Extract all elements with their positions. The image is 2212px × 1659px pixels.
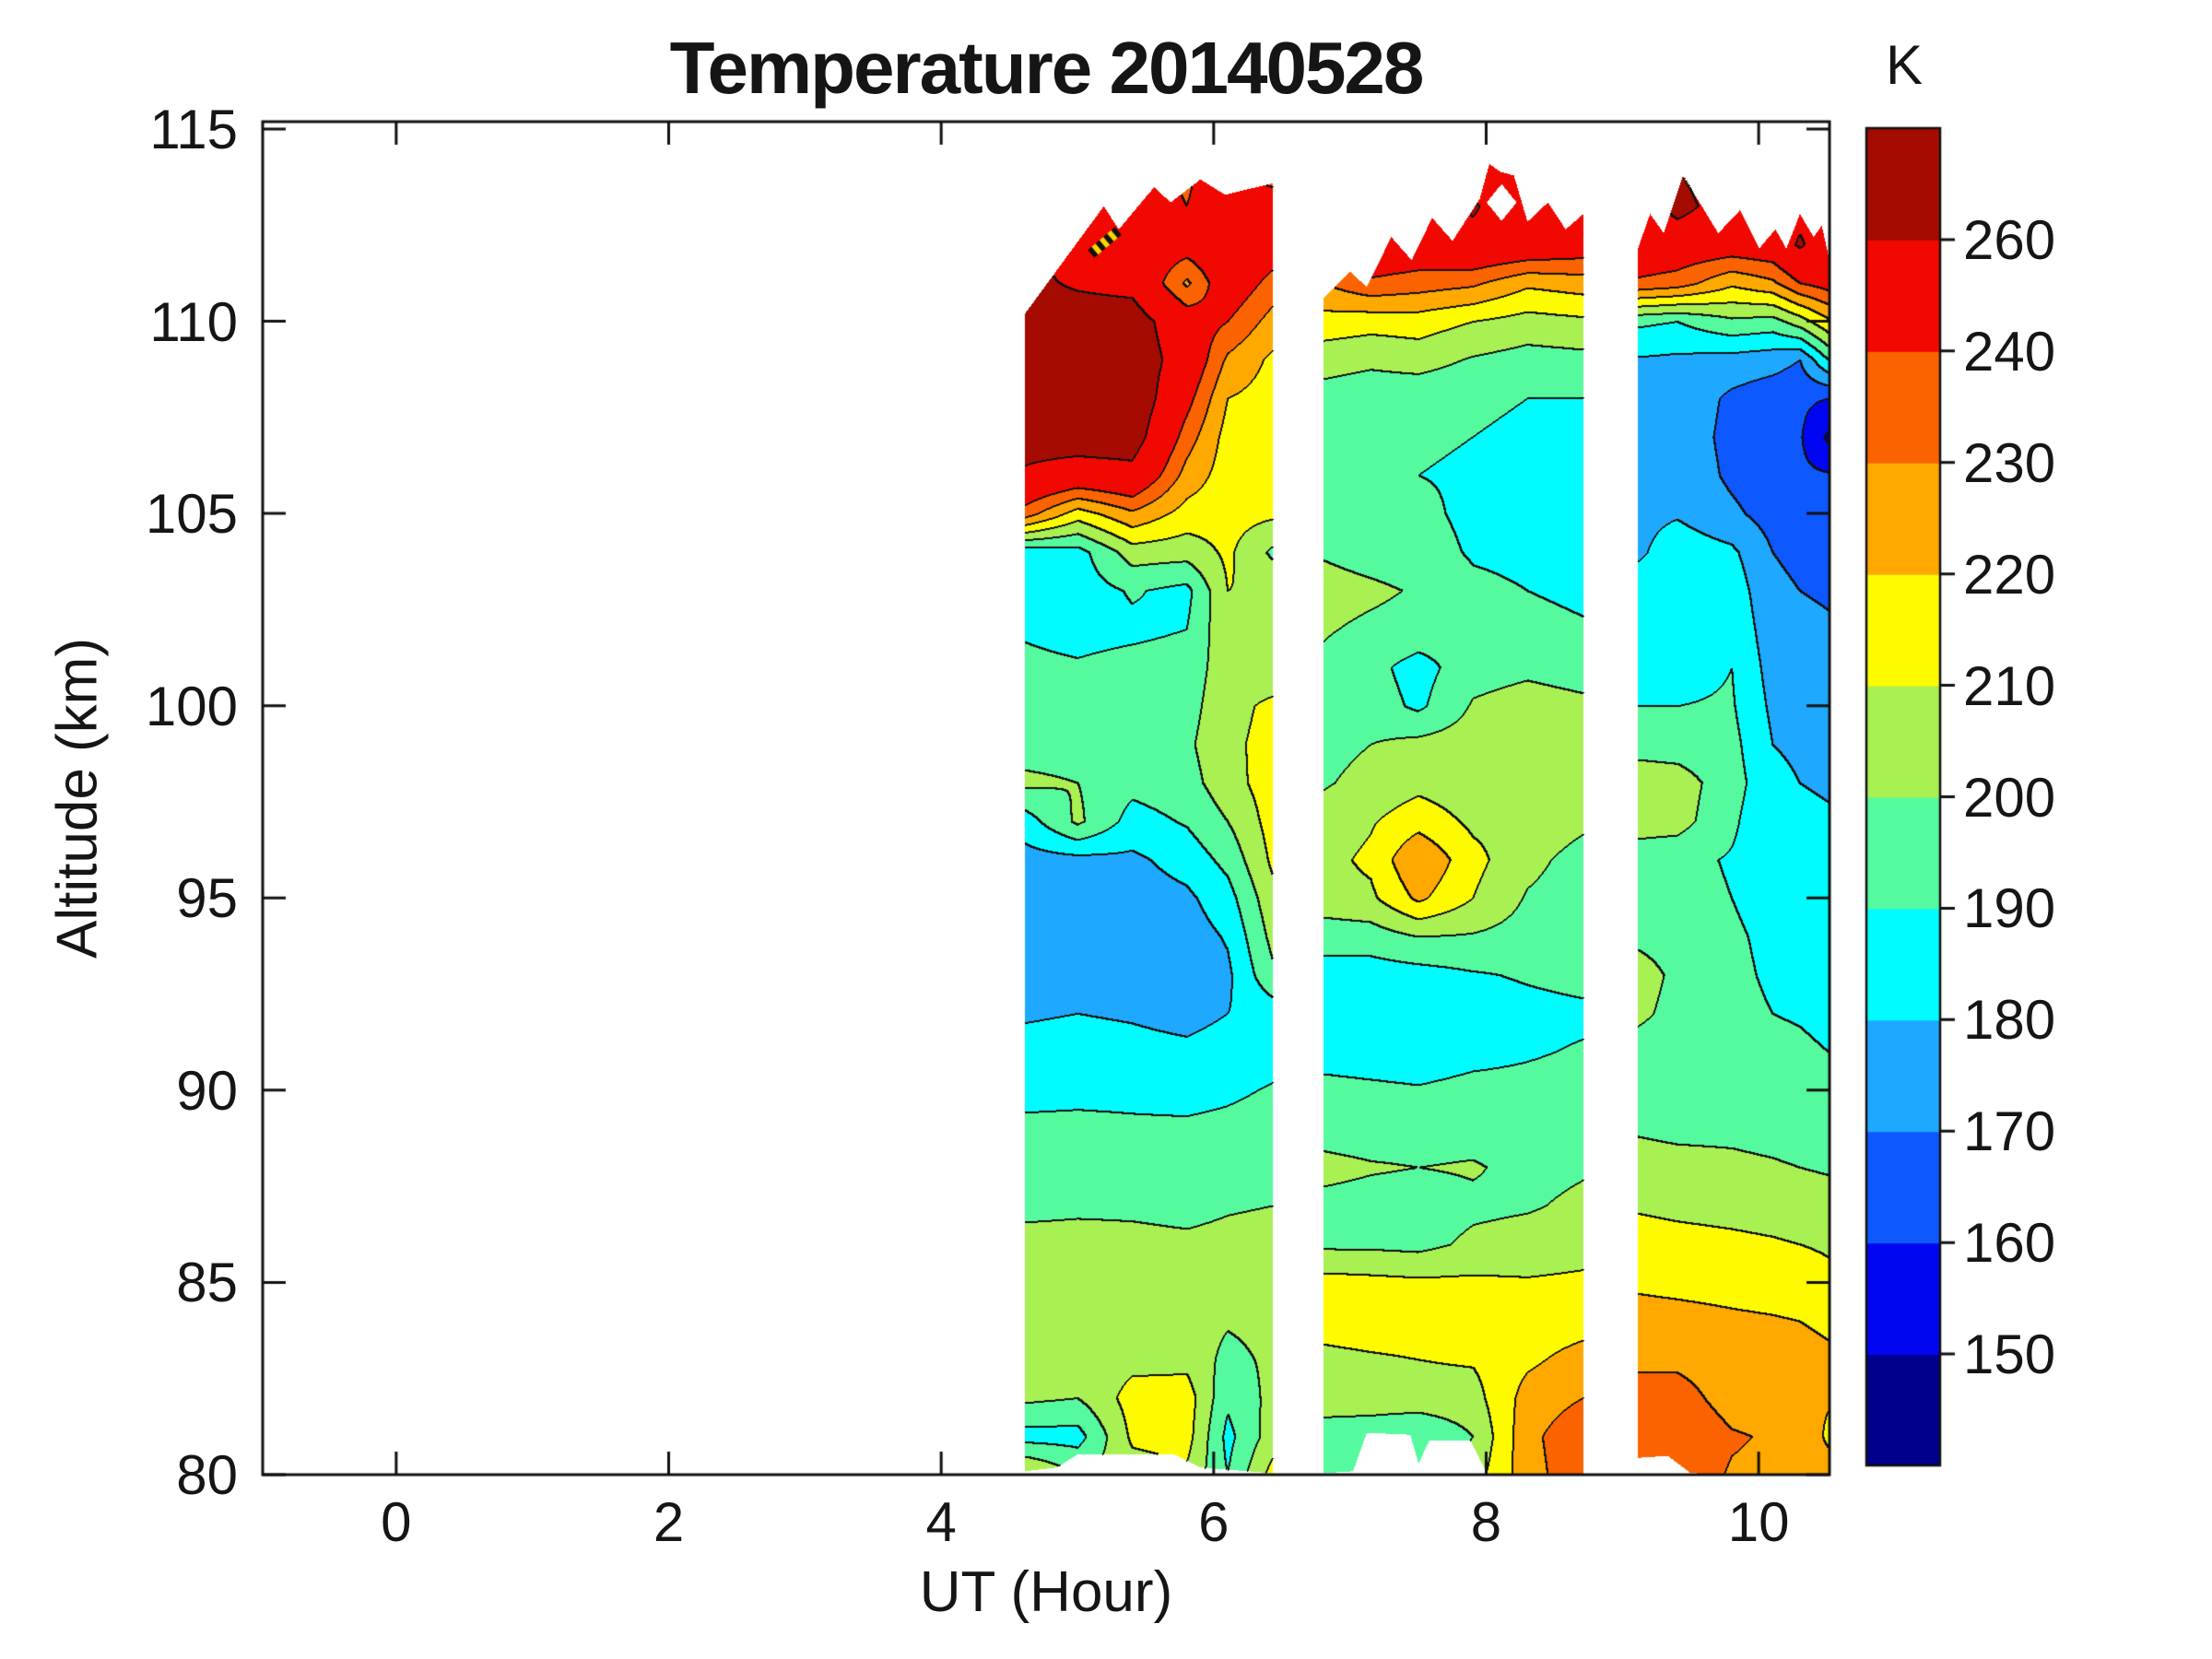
x-axis-label: UT (Hour) [919,1560,1173,1624]
plot-title: Temperature 20140528 [669,27,1425,109]
x-tick-label-8: 8 [1470,1491,1502,1553]
y-tick-label-95: 95 [176,867,238,930]
x-tick-label-10: 10 [1727,1491,1790,1553]
colorbar-tick-label-200: 200 [1963,766,2056,829]
y-tick-label-110: 110 [149,290,238,353]
y-tick-label-105: 105 [145,483,238,546]
colorbar-tick-label-190: 190 [1963,877,2056,940]
colorbar-tick-label-160: 160 [1963,1212,2056,1275]
y-tick-label-80: 80 [176,1444,238,1506]
colorbar-tick-label-210: 210 [1963,654,2056,717]
x-tick-label-6: 6 [1198,1491,1230,1553]
y-tick-label-115: 115 [149,98,238,160]
colorbar-tick-label-170: 170 [1963,1100,2056,1163]
y-tick-label-85: 85 [176,1252,238,1314]
colorbar-tick-label-260: 260 [1963,208,2056,271]
colorbar-unit-label: K [1885,34,1924,96]
y-tick-label-100: 100 [145,675,238,737]
colorbar-tick-label-150: 150 [1963,1324,2056,1386]
x-tick-label-4: 4 [925,1491,957,1553]
y-tick-label-90: 90 [176,1059,238,1122]
colorbar-tick-label-180: 180 [1963,989,2056,1052]
colorbar-tick-label-220: 220 [1963,543,2056,606]
x-tick-label-0: 0 [381,1491,412,1553]
colorbar-tick-label-230: 230 [1963,431,2056,494]
colorbar-tick-label-240: 240 [1963,320,2056,382]
x-tick-label-2: 2 [653,1491,685,1553]
